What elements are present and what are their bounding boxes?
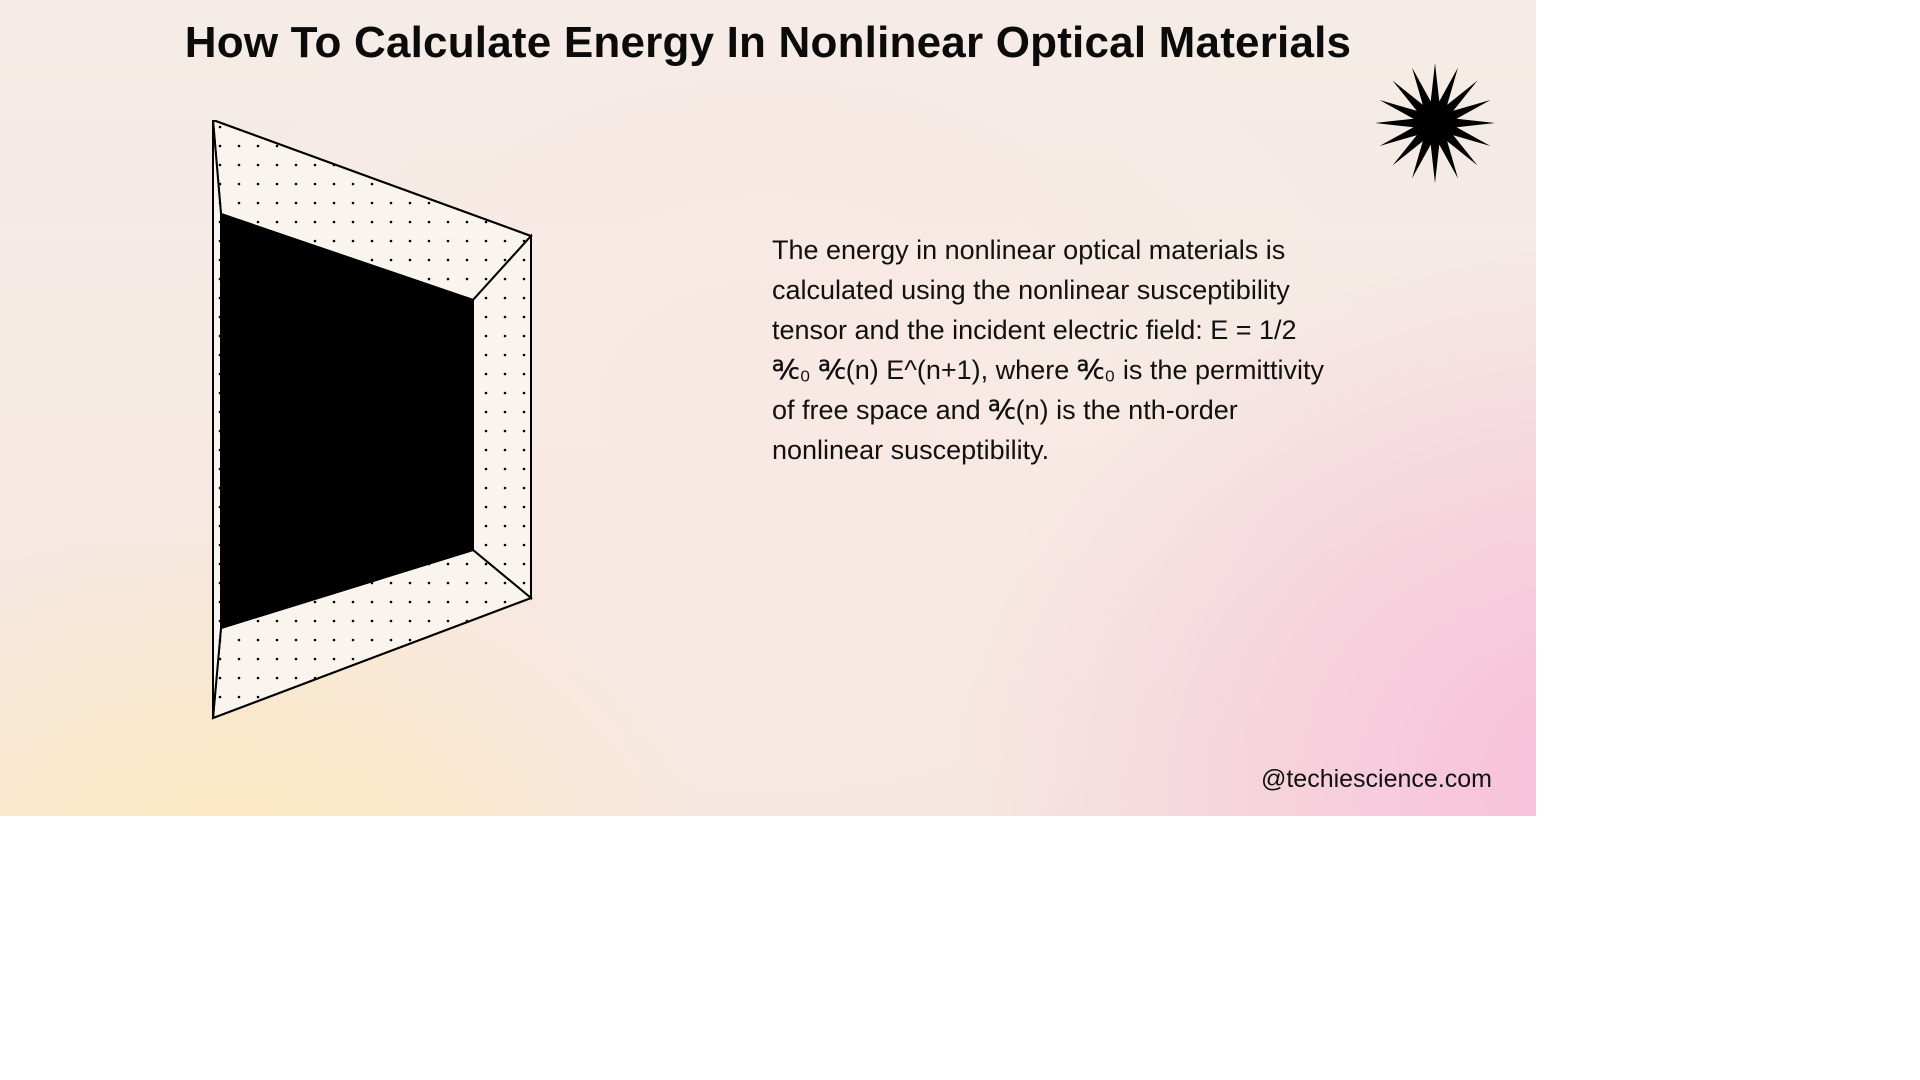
frame-illustration bbox=[175, 120, 575, 720]
page-title: How To Calculate Energy In Nonlinear Opt… bbox=[0, 18, 1536, 68]
body-text: The energy in nonlinear optical material… bbox=[772, 230, 1332, 470]
infographic-canvas: How To Calculate Energy In Nonlinear Opt… bbox=[0, 0, 1536, 816]
starburst-icon bbox=[1370, 58, 1500, 188]
credit-text: @techiescience.com bbox=[1261, 765, 1492, 794]
frame-left-dots bbox=[213, 120, 221, 718]
